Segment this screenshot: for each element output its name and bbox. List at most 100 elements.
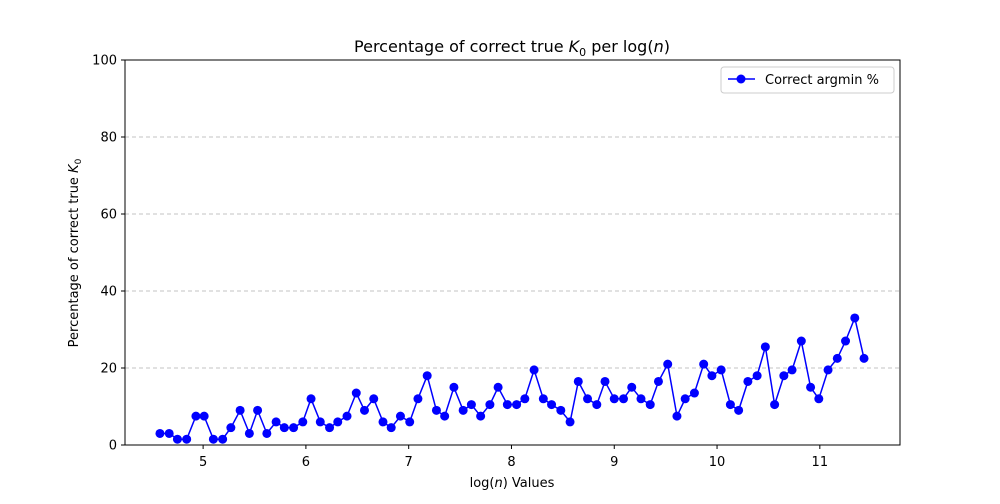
data-point — [493, 382, 503, 392]
data-point — [155, 428, 165, 438]
y-tick-label: 40 — [100, 285, 117, 300]
data-point — [556, 405, 566, 415]
y-tick-label: 60 — [100, 208, 117, 223]
x-tick-label: 9 — [610, 455, 618, 470]
data-point — [814, 394, 824, 404]
data-point — [529, 365, 539, 375]
data-point — [218, 434, 228, 444]
data-point — [859, 353, 869, 363]
data-point — [770, 400, 780, 410]
data-point — [841, 336, 851, 346]
data-point — [512, 400, 522, 410]
data-point — [663, 359, 673, 369]
series-layer — [155, 313, 869, 444]
data-point — [458, 405, 468, 415]
data-point — [369, 394, 379, 404]
data-point — [466, 400, 476, 410]
data-point — [351, 388, 361, 398]
data-point — [306, 394, 316, 404]
data-point — [760, 342, 770, 352]
data-point — [333, 417, 343, 427]
data-point — [262, 428, 272, 438]
x-tick-label: 6 — [302, 455, 310, 470]
data-point — [413, 394, 423, 404]
data-point — [395, 411, 405, 421]
data-point — [405, 417, 415, 427]
data-point — [476, 411, 486, 421]
x-tick-label: 7 — [405, 455, 413, 470]
data-point — [271, 417, 281, 427]
x-tick-label: 10 — [709, 455, 726, 470]
data-point — [164, 428, 174, 438]
chart-title: Percentage of correct true K0 per log(n) — [354, 37, 670, 59]
data-point — [680, 394, 690, 404]
data-point — [182, 434, 192, 444]
data-point — [672, 411, 682, 421]
data-point — [743, 376, 753, 386]
data-point — [752, 371, 762, 381]
y-tick-label: 20 — [100, 362, 117, 377]
data-point — [208, 434, 218, 444]
data-point — [653, 376, 663, 386]
data-point — [716, 365, 726, 375]
data-point — [199, 411, 209, 421]
data-point — [172, 434, 182, 444]
data-point — [627, 382, 637, 392]
data-point — [191, 411, 201, 421]
data-point — [699, 359, 709, 369]
data-point — [592, 400, 602, 410]
y-axis-label: Percentage of correct true K0 — [67, 158, 84, 347]
data-point — [850, 313, 860, 323]
data-point — [485, 400, 495, 410]
legend-label: Correct argmin % — [765, 73, 879, 88]
data-point — [734, 405, 744, 415]
data-point — [279, 423, 289, 433]
legend-marker-swatch — [736, 74, 746, 84]
data-point — [298, 417, 308, 427]
data-point — [449, 382, 459, 392]
legend-box — [720, 66, 895, 94]
data-point — [235, 405, 245, 415]
data-point — [431, 405, 441, 415]
axis-ticks: 0 20 40 60 80 100 5 6 7 8 9 10 11 — [92, 54, 828, 471]
data-point — [386, 423, 396, 433]
data-point — [636, 394, 646, 404]
data-point — [502, 400, 512, 410]
data-point — [342, 411, 352, 421]
data-point — [378, 417, 388, 427]
data-point — [289, 423, 299, 433]
data-point — [787, 365, 797, 375]
y-tick-label: 100 — [92, 54, 117, 69]
data-point — [565, 417, 575, 427]
data-point — [823, 365, 833, 375]
data-point — [725, 400, 735, 410]
data-point — [244, 428, 254, 438]
data-point — [832, 353, 842, 363]
data-point — [645, 400, 655, 410]
x-tick-label: 8 — [507, 455, 515, 470]
data-point — [538, 394, 548, 404]
data-point — [573, 376, 583, 386]
data-point — [253, 405, 263, 415]
data-point — [707, 371, 717, 381]
data-point — [806, 382, 816, 392]
data-point — [325, 423, 335, 433]
data-point — [796, 336, 806, 346]
x-tick-label: 5 — [199, 455, 207, 470]
y-tick-label: 0 — [109, 439, 117, 454]
data-point — [619, 394, 629, 404]
data-point — [583, 394, 593, 404]
data-point — [689, 388, 699, 398]
data-point — [440, 411, 450, 421]
data-point — [609, 394, 619, 404]
data-point — [779, 371, 789, 381]
data-point — [422, 371, 432, 381]
data-point — [600, 376, 610, 386]
data-point — [520, 394, 530, 404]
data-point — [226, 423, 236, 433]
plot-area-frame — [124, 59, 901, 446]
data-point — [547, 400, 557, 410]
y-tick-label: 80 — [100, 131, 117, 146]
data-point — [359, 405, 369, 415]
